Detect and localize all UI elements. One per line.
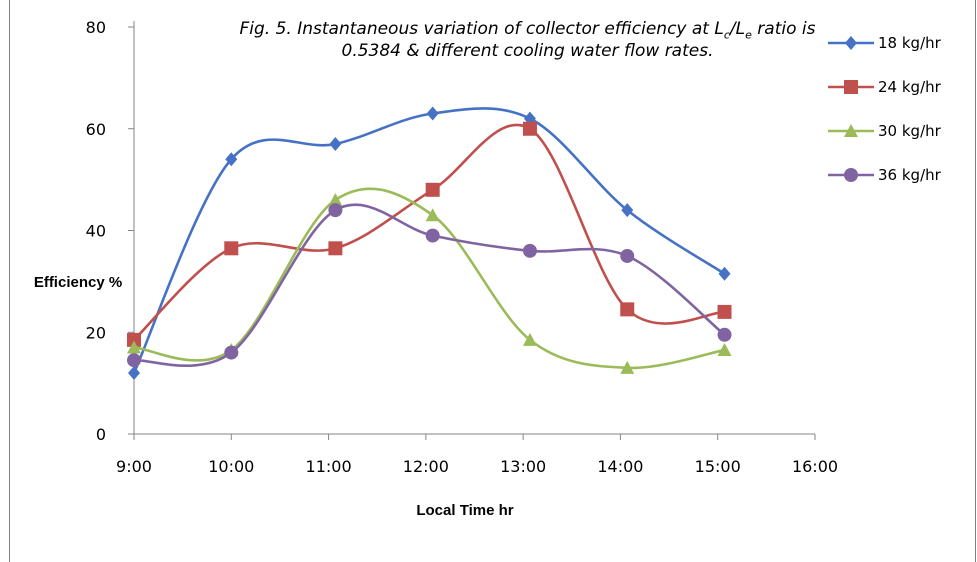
legend-marker xyxy=(845,36,857,50)
data-point xyxy=(718,266,731,281)
caption-subscript-c: c xyxy=(723,28,730,42)
caption-part: ratio is xyxy=(751,19,816,39)
series-diamond xyxy=(128,106,731,380)
legend: 18 kg/hr 24 kg/hr 30 kg/hr 36 kg/hr xyxy=(828,34,942,184)
series-layer xyxy=(127,106,732,380)
data-point xyxy=(522,121,537,136)
legend-label: 18 kg/hr xyxy=(878,34,942,52)
series-square xyxy=(127,121,732,347)
data-point xyxy=(127,353,141,368)
x-tick-label: 13:00 xyxy=(500,457,546,476)
x-tick-label: 11:00 xyxy=(306,457,352,476)
data-point xyxy=(224,345,239,360)
caption-line-2: 0.5384 & different cooling water flow ra… xyxy=(341,41,714,61)
legend-label: 30 kg/hr xyxy=(878,122,942,140)
y-tick-label: 40 xyxy=(86,222,106,241)
data-point xyxy=(329,137,342,152)
x-tick-label: 10:00 xyxy=(208,457,254,476)
data-point xyxy=(328,203,343,218)
data-point xyxy=(224,241,239,256)
series-line xyxy=(133,203,726,367)
y-axis-title: Efficiency % xyxy=(34,274,122,291)
y-tick-label: 0 xyxy=(96,425,106,444)
data-point xyxy=(127,332,141,347)
caption-part: Fig. 5. Instantaneous variation of colle… xyxy=(239,19,724,39)
data-point xyxy=(425,228,440,243)
x-tick-label: 14:00 xyxy=(597,457,643,476)
axes: 0 20 40 60 80 9:00 10:00 11:00 12:00 13:00 14:00 15… xyxy=(86,18,838,476)
data-point xyxy=(425,208,440,222)
data-point xyxy=(717,304,732,319)
series-circle xyxy=(127,203,732,368)
data-point xyxy=(522,332,537,346)
legend-label: 36 kg/hr xyxy=(878,166,942,184)
y-tick-label: 20 xyxy=(86,323,106,342)
data-point xyxy=(717,327,732,342)
series-triangle xyxy=(127,187,732,374)
data-point xyxy=(620,248,635,263)
data-point xyxy=(426,106,439,121)
caption-part: /L xyxy=(729,19,746,39)
x-axis-title: Local Time hr xyxy=(416,502,513,519)
legend-marker xyxy=(844,80,858,94)
data-point xyxy=(522,243,537,258)
data-point xyxy=(127,340,141,354)
data-point xyxy=(620,302,635,317)
x-tick-label: 16:00 xyxy=(792,457,838,476)
chart-frame xyxy=(9,0,976,562)
caption-subscript-e: e xyxy=(745,28,752,42)
data-point xyxy=(425,182,440,197)
data-point xyxy=(128,365,140,380)
legend-marker xyxy=(844,168,858,182)
legend-label: 24 kg/hr xyxy=(878,78,942,96)
data-point xyxy=(621,203,634,218)
legend-marker xyxy=(844,124,858,137)
figure-caption: Fig. 5. Instantaneous variation of colle… xyxy=(150,18,905,62)
data-point xyxy=(225,152,238,167)
x-tick-label: 15:00 xyxy=(695,457,741,476)
data-point xyxy=(328,241,343,256)
x-tick-label: 9:00 xyxy=(116,457,152,476)
data-point xyxy=(717,343,732,357)
y-tick-label: 80 xyxy=(86,18,106,37)
data-point xyxy=(328,192,343,206)
data-point xyxy=(620,360,635,374)
y-tick-label: 60 xyxy=(86,120,106,139)
x-tick-label: 12:00 xyxy=(403,457,449,476)
